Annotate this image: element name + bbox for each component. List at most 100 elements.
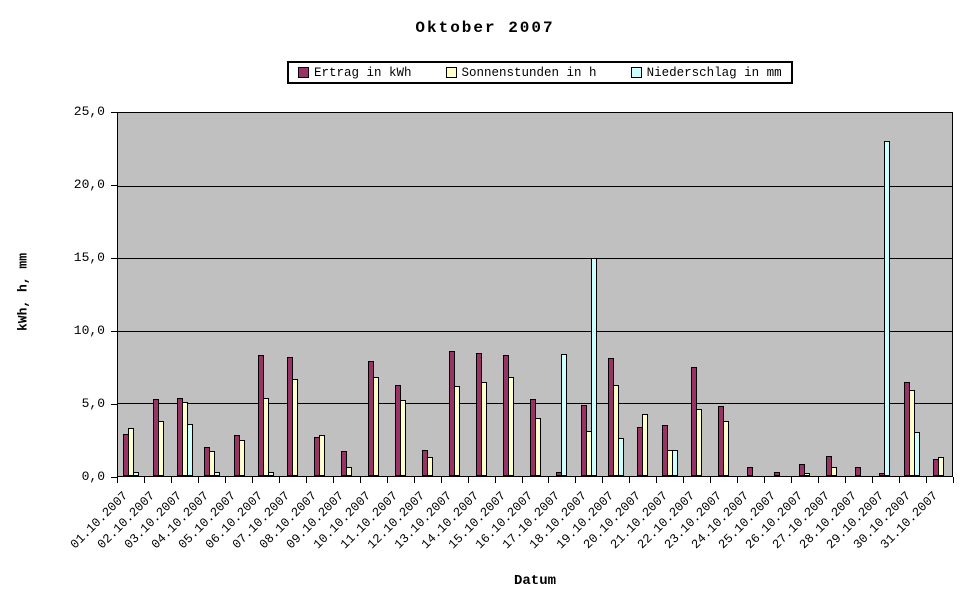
bar xyxy=(774,472,781,476)
y-axis-title: kWh, h, mm xyxy=(15,252,31,332)
bar-group xyxy=(764,113,791,476)
legend-label: Ertrag in kWh xyxy=(314,65,412,80)
y-tick-label: 5,0 xyxy=(81,396,105,411)
gridline xyxy=(118,258,952,259)
bar-group xyxy=(253,113,280,476)
bar-group xyxy=(629,113,656,476)
x-tick-mark xyxy=(737,477,738,483)
bar-group xyxy=(118,113,145,476)
bar xyxy=(319,435,326,476)
x-tick-mark xyxy=(683,477,684,483)
x-tick-mark xyxy=(899,477,900,483)
y-tick-label: 10,0 xyxy=(73,323,105,338)
bar xyxy=(209,451,216,476)
bar-group xyxy=(844,113,871,476)
x-tick-mark xyxy=(252,477,253,483)
bar xyxy=(671,450,678,476)
chart-title: Oktober 2007 xyxy=(415,19,555,37)
y-tick-mark xyxy=(111,112,117,113)
bar xyxy=(534,418,541,476)
x-tick-mark xyxy=(144,477,145,483)
y-tick-label: 20,0 xyxy=(73,177,105,192)
y-tick-mark xyxy=(111,477,117,478)
x-tick-mark xyxy=(495,477,496,483)
bar xyxy=(798,464,805,476)
legend-label: Niederschlag in mm xyxy=(646,65,782,80)
x-tick-mark xyxy=(764,477,765,483)
bar-group xyxy=(172,113,199,476)
y-tick-mark xyxy=(111,404,117,405)
bar xyxy=(825,456,832,476)
bar-group xyxy=(575,113,602,476)
bar-group xyxy=(387,113,414,476)
bar-group xyxy=(898,113,925,476)
bar xyxy=(695,409,702,476)
bar xyxy=(214,472,221,476)
bar-group xyxy=(333,113,360,476)
bar xyxy=(453,386,460,476)
bar-group xyxy=(468,113,495,476)
bar-group xyxy=(737,113,764,476)
y-tick-mark xyxy=(111,331,117,332)
x-tick-mark xyxy=(171,477,172,483)
bar xyxy=(830,467,837,476)
bar-group xyxy=(360,113,387,476)
legend-swatch-icon xyxy=(445,67,457,78)
bar xyxy=(157,421,164,476)
x-tick-mark xyxy=(387,477,388,483)
bar-group xyxy=(306,113,333,476)
plot-area xyxy=(117,112,953,477)
bar xyxy=(854,467,861,476)
x-tick-mark xyxy=(468,477,469,483)
x-tick-mark xyxy=(333,477,334,483)
x-tick-mark xyxy=(117,477,118,483)
x-tick-mark xyxy=(791,477,792,483)
y-tick-label: 0,0 xyxy=(81,469,105,484)
x-tick-mark xyxy=(306,477,307,483)
bar xyxy=(238,440,245,476)
x-tick-mark xyxy=(953,477,954,483)
bar xyxy=(913,432,920,476)
bar-group xyxy=(925,113,952,476)
x-tick-mark xyxy=(225,477,226,483)
bar xyxy=(341,451,348,476)
legend-label: Sonnenstunden in h xyxy=(461,65,597,80)
bar xyxy=(480,382,487,476)
bar-group xyxy=(495,113,522,476)
bar-group xyxy=(522,113,549,476)
bar-group xyxy=(656,113,683,476)
y-tick-label: 15,0 xyxy=(73,250,105,265)
gridline xyxy=(118,331,952,332)
bar-group xyxy=(199,113,226,476)
bar-group xyxy=(683,113,710,476)
gridline xyxy=(118,186,952,187)
x-tick-mark xyxy=(198,477,199,483)
x-tick-mark xyxy=(522,477,523,483)
x-tick-mark xyxy=(548,477,549,483)
y-tick-mark xyxy=(111,258,117,259)
bar-group xyxy=(602,113,629,476)
x-tick-mark xyxy=(602,477,603,483)
bar xyxy=(426,457,433,476)
x-tick-mark xyxy=(845,477,846,483)
legend-item-1: Ertrag in kWh xyxy=(298,66,412,80)
bar-group xyxy=(791,113,818,476)
bar-group xyxy=(871,113,898,476)
bar-group xyxy=(145,113,172,476)
bar xyxy=(262,398,269,476)
bar-group xyxy=(279,113,306,476)
bar xyxy=(373,377,380,476)
x-tick-mark xyxy=(710,477,711,483)
legend-item-2: Sonnenstunden in h xyxy=(445,65,597,80)
x-tick-mark xyxy=(926,477,927,483)
bar xyxy=(884,141,891,476)
x-tick-mark xyxy=(872,477,873,483)
x-tick-mark xyxy=(818,477,819,483)
bar xyxy=(938,457,945,476)
x-tick-mark xyxy=(360,477,361,483)
bar xyxy=(590,258,597,476)
bar xyxy=(346,467,353,476)
x-tick-mark xyxy=(441,477,442,483)
bar xyxy=(642,414,649,476)
legend-item-3: Niederschlag in mm xyxy=(630,65,782,80)
